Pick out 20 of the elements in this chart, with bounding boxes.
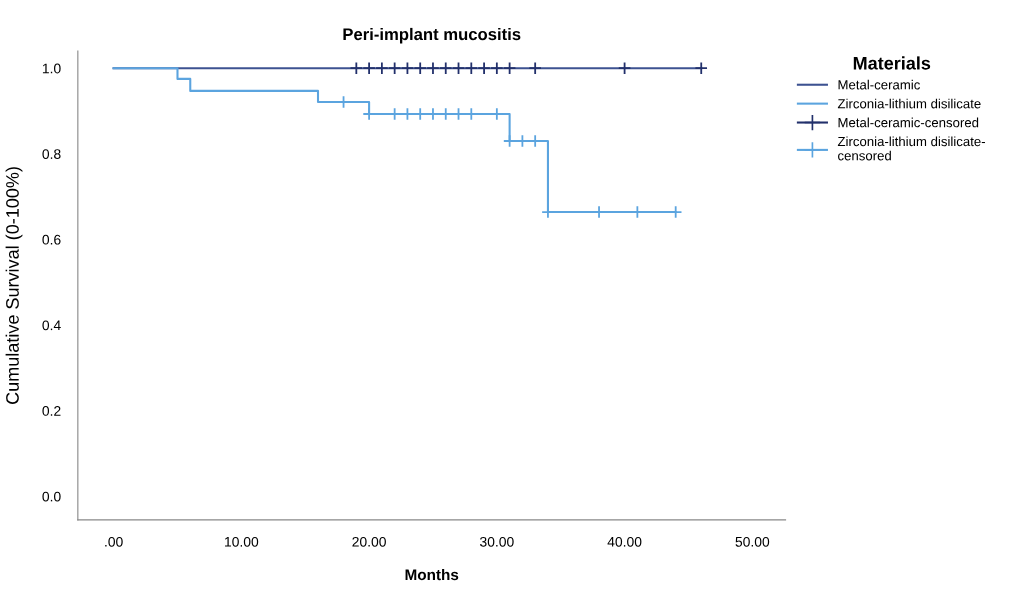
legend-label: Zirconia-lithium disilicate- censored	[837, 136, 986, 161]
chart-title: Peri-implant mucositis	[343, 27, 521, 44]
y-tick-label: 0.4	[42, 320, 61, 331]
y-tick-label: 1.0	[42, 63, 61, 74]
x-tick-label: 30.00	[480, 536, 514, 547]
x-axis-title: Months	[405, 568, 459, 581]
y-tick-label: 0.0	[42, 491, 61, 502]
legend-label: Metal-ceramic-censored	[838, 117, 979, 128]
x-tick-label: 10.00	[225, 536, 259, 547]
legend-label: Metal-ceramic	[838, 79, 920, 90]
y-tick-label: 0.6	[42, 234, 61, 245]
y-axis-title: Cumulative Survival (0-100%)	[5, 167, 23, 404]
legend-label: Zirconia-lithium disilicate	[837, 98, 981, 109]
x-tick-label: 50.00	[735, 536, 770, 547]
y-tick-label: 0.2	[42, 406, 61, 416]
y-tick-label: 0.8	[42, 149, 61, 159]
x-tick-label: 40.00	[607, 536, 642, 547]
x-tick-label: .00	[105, 536, 123, 547]
legend-title: Materials	[853, 56, 931, 70]
x-tick-label: 20.00	[352, 536, 386, 547]
